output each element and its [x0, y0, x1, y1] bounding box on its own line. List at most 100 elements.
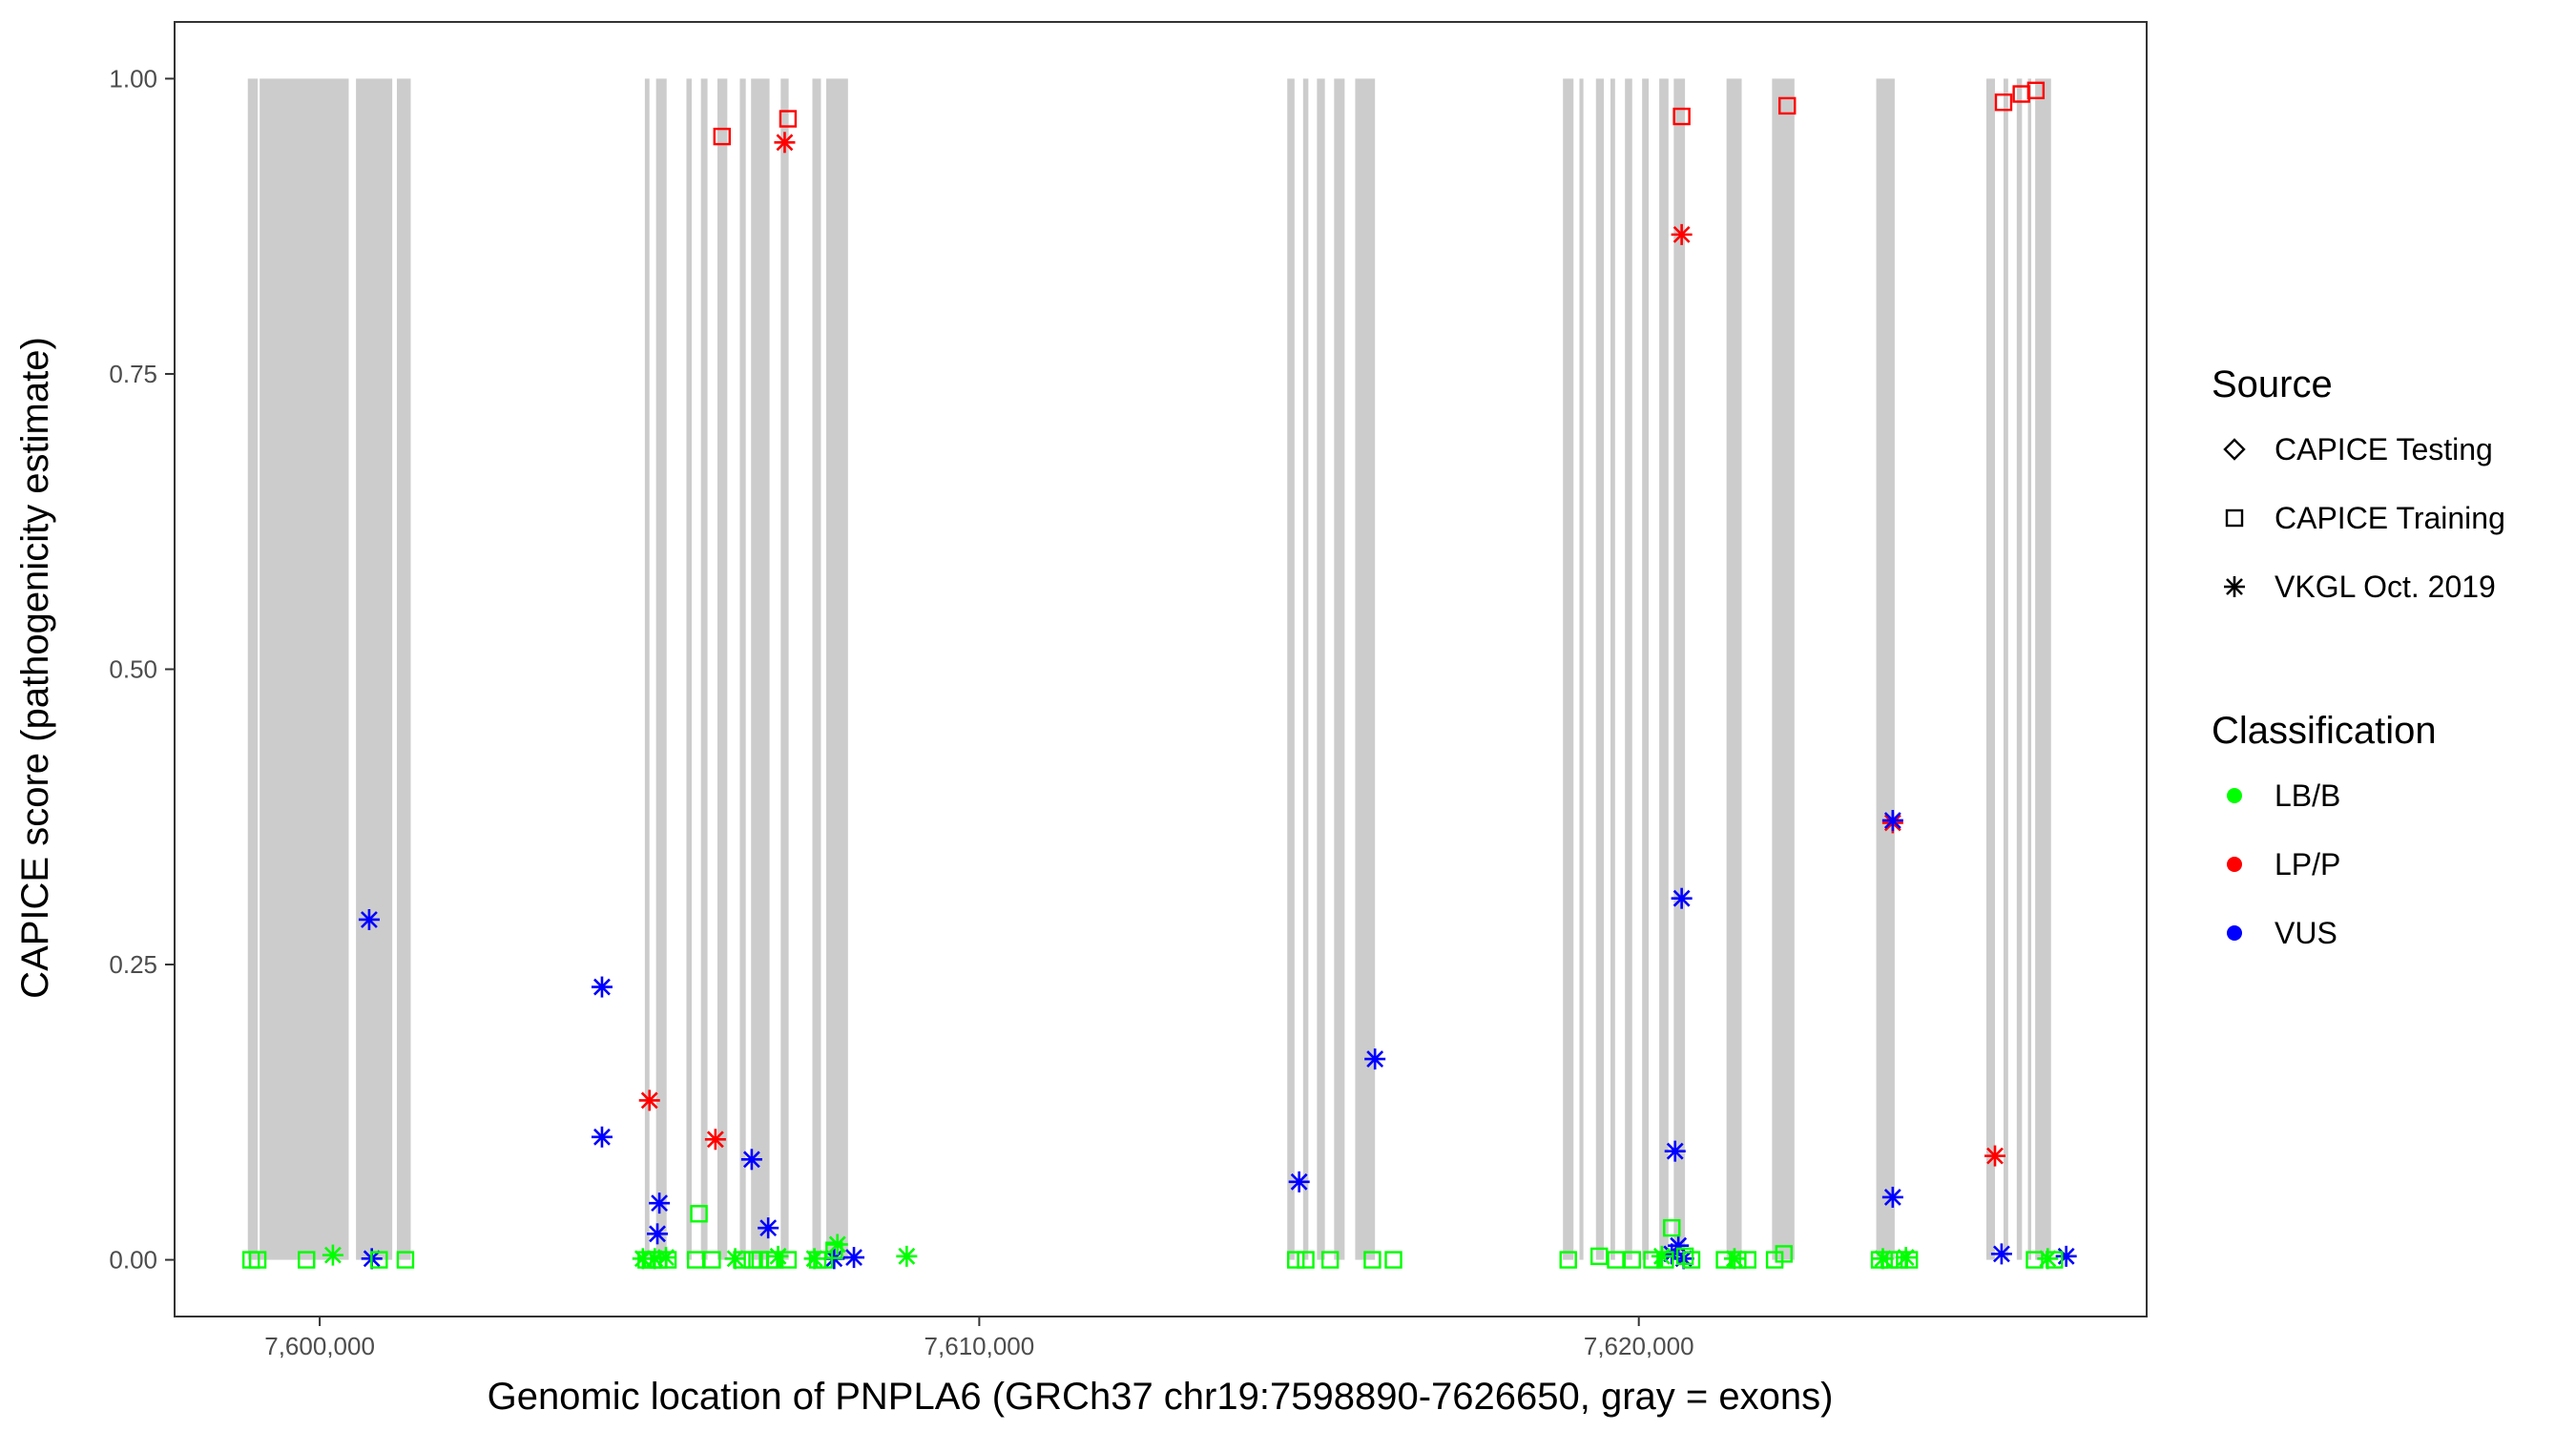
legend-classification-entries: LB/B LP/P VUS — [2227, 778, 2340, 950]
legend-source-title: Source — [2212, 363, 2333, 405]
data-point — [1775, 1245, 1793, 1263]
data-point — [1778, 96, 1797, 115]
data-point — [638, 1089, 660, 1111]
exon-band — [260, 78, 349, 1260]
data-point — [1729, 1251, 1747, 1269]
y-axis: 0.00 0.25 0.50 0.75 1.00 — [109, 64, 175, 1275]
x-axis-title: Genomic location of PNPLA6 (GRCh37 chr19… — [488, 1376, 1834, 1418]
data-point — [1715, 1251, 1734, 1269]
data-point — [649, 1192, 671, 1214]
data-point — [1623, 1251, 1641, 1269]
y-tick-label: 1.00 — [109, 64, 157, 93]
data-point — [686, 1251, 705, 1269]
exon-band — [644, 78, 650, 1260]
data-point — [1671, 223, 1693, 245]
legend-source-key — [2224, 576, 2245, 597]
exon-band — [1302, 78, 1309, 1260]
y-tick-label: 0.00 — [109, 1246, 157, 1275]
data-point — [1870, 1251, 1889, 1269]
exon-band — [1659, 78, 1669, 1260]
exon-band — [655, 78, 667, 1260]
x-tick-label: 7,610,000 — [924, 1332, 1035, 1360]
legend-source-label: CAPICE Training — [2275, 501, 2505, 535]
exon-band — [2003, 78, 2008, 1260]
data-point — [1738, 1251, 1756, 1269]
data-point — [1320, 1251, 1340, 1269]
exon-band — [1287, 78, 1295, 1260]
data-point — [322, 1244, 343, 1266]
data-point — [1880, 1251, 1899, 1269]
data-point — [1663, 1218, 1681, 1237]
exon-band — [2027, 78, 2032, 1260]
legend-classification-label: LP/P — [2275, 847, 2340, 881]
data-point — [690, 1205, 708, 1223]
data-point — [2026, 81, 2046, 100]
data-point — [2025, 1251, 2044, 1269]
exon-band — [2016, 78, 2023, 1260]
legend-source-key — [2225, 508, 2244, 528]
y-axis-title: CAPICE score (pathogenicity estimate) — [14, 337, 56, 999]
exon-band — [700, 78, 708, 1260]
exon-band — [396, 78, 411, 1260]
data-point — [704, 1129, 726, 1151]
legend-source-entries: CAPICE Testing CAPICE Training VKGL Oct. 2… — [2223, 432, 2505, 604]
data-point — [1643, 1251, 1661, 1269]
y-tick-label: 0.50 — [109, 655, 157, 684]
data-point — [248, 1251, 267, 1269]
exon-band — [1673, 78, 1686, 1260]
data-point — [591, 1126, 613, 1148]
data-point — [591, 976, 613, 998]
data-point — [733, 1251, 751, 1269]
exon-band — [1876, 78, 1895, 1260]
exon-band — [1625, 78, 1632, 1260]
data-point — [1984, 1145, 2005, 1167]
exon-band — [247, 78, 259, 1260]
legend-classification-title: Classification — [2212, 710, 2437, 752]
data-point — [1559, 1251, 1577, 1269]
exon-band — [1317, 78, 1325, 1260]
data-point — [740, 1149, 762, 1171]
data-point — [1900, 1251, 1919, 1269]
data-point — [825, 1241, 843, 1259]
data-point — [1765, 1251, 1784, 1269]
exon-band — [1595, 78, 1605, 1260]
exon-band — [812, 78, 821, 1260]
legend-source-key — [2223, 438, 2246, 461]
data-point — [298, 1251, 316, 1269]
data-point — [774, 132, 796, 154]
data-point — [1288, 1171, 1310, 1192]
exon-band — [1772, 78, 1795, 1260]
data-point — [1890, 1251, 1908, 1269]
data-point — [1364, 1048, 1386, 1070]
y-tick-label: 0.25 — [109, 950, 157, 979]
legend-source-label: CAPICE Testing — [2275, 432, 2493, 467]
data-point — [370, 1251, 388, 1269]
data-point — [396, 1251, 415, 1269]
data-point — [2046, 1251, 2064, 1269]
data-point — [843, 1247, 865, 1269]
exon-band — [1642, 78, 1650, 1260]
data-points — [241, 81, 2077, 1270]
data-point — [1990, 1243, 2012, 1265]
data-point — [1297, 1251, 1315, 1269]
data-point — [758, 1217, 779, 1239]
legend-classification-label: VUS — [2275, 916, 2337, 950]
exon-band — [717, 78, 728, 1260]
x-tick-label: 7,620,000 — [1584, 1332, 1694, 1360]
exon-band — [1355, 78, 1376, 1260]
data-point — [1656, 1251, 1674, 1269]
data-point — [896, 1245, 918, 1267]
x-axis: 7,600,000 7,610,000 7,620,000 — [264, 1317, 1694, 1360]
exon-band — [1563, 78, 1574, 1260]
data-point — [779, 110, 798, 128]
data-point — [1363, 1251, 1381, 1269]
exon-band — [751, 78, 770, 1260]
exon-band — [686, 78, 692, 1260]
data-point — [1881, 809, 1903, 831]
data-point — [815, 1251, 834, 1269]
data-point — [779, 1251, 798, 1269]
data-point — [1607, 1251, 1625, 1269]
x-tick-label: 7,600,000 — [264, 1332, 375, 1360]
y-tick-label: 0.75 — [109, 360, 157, 388]
